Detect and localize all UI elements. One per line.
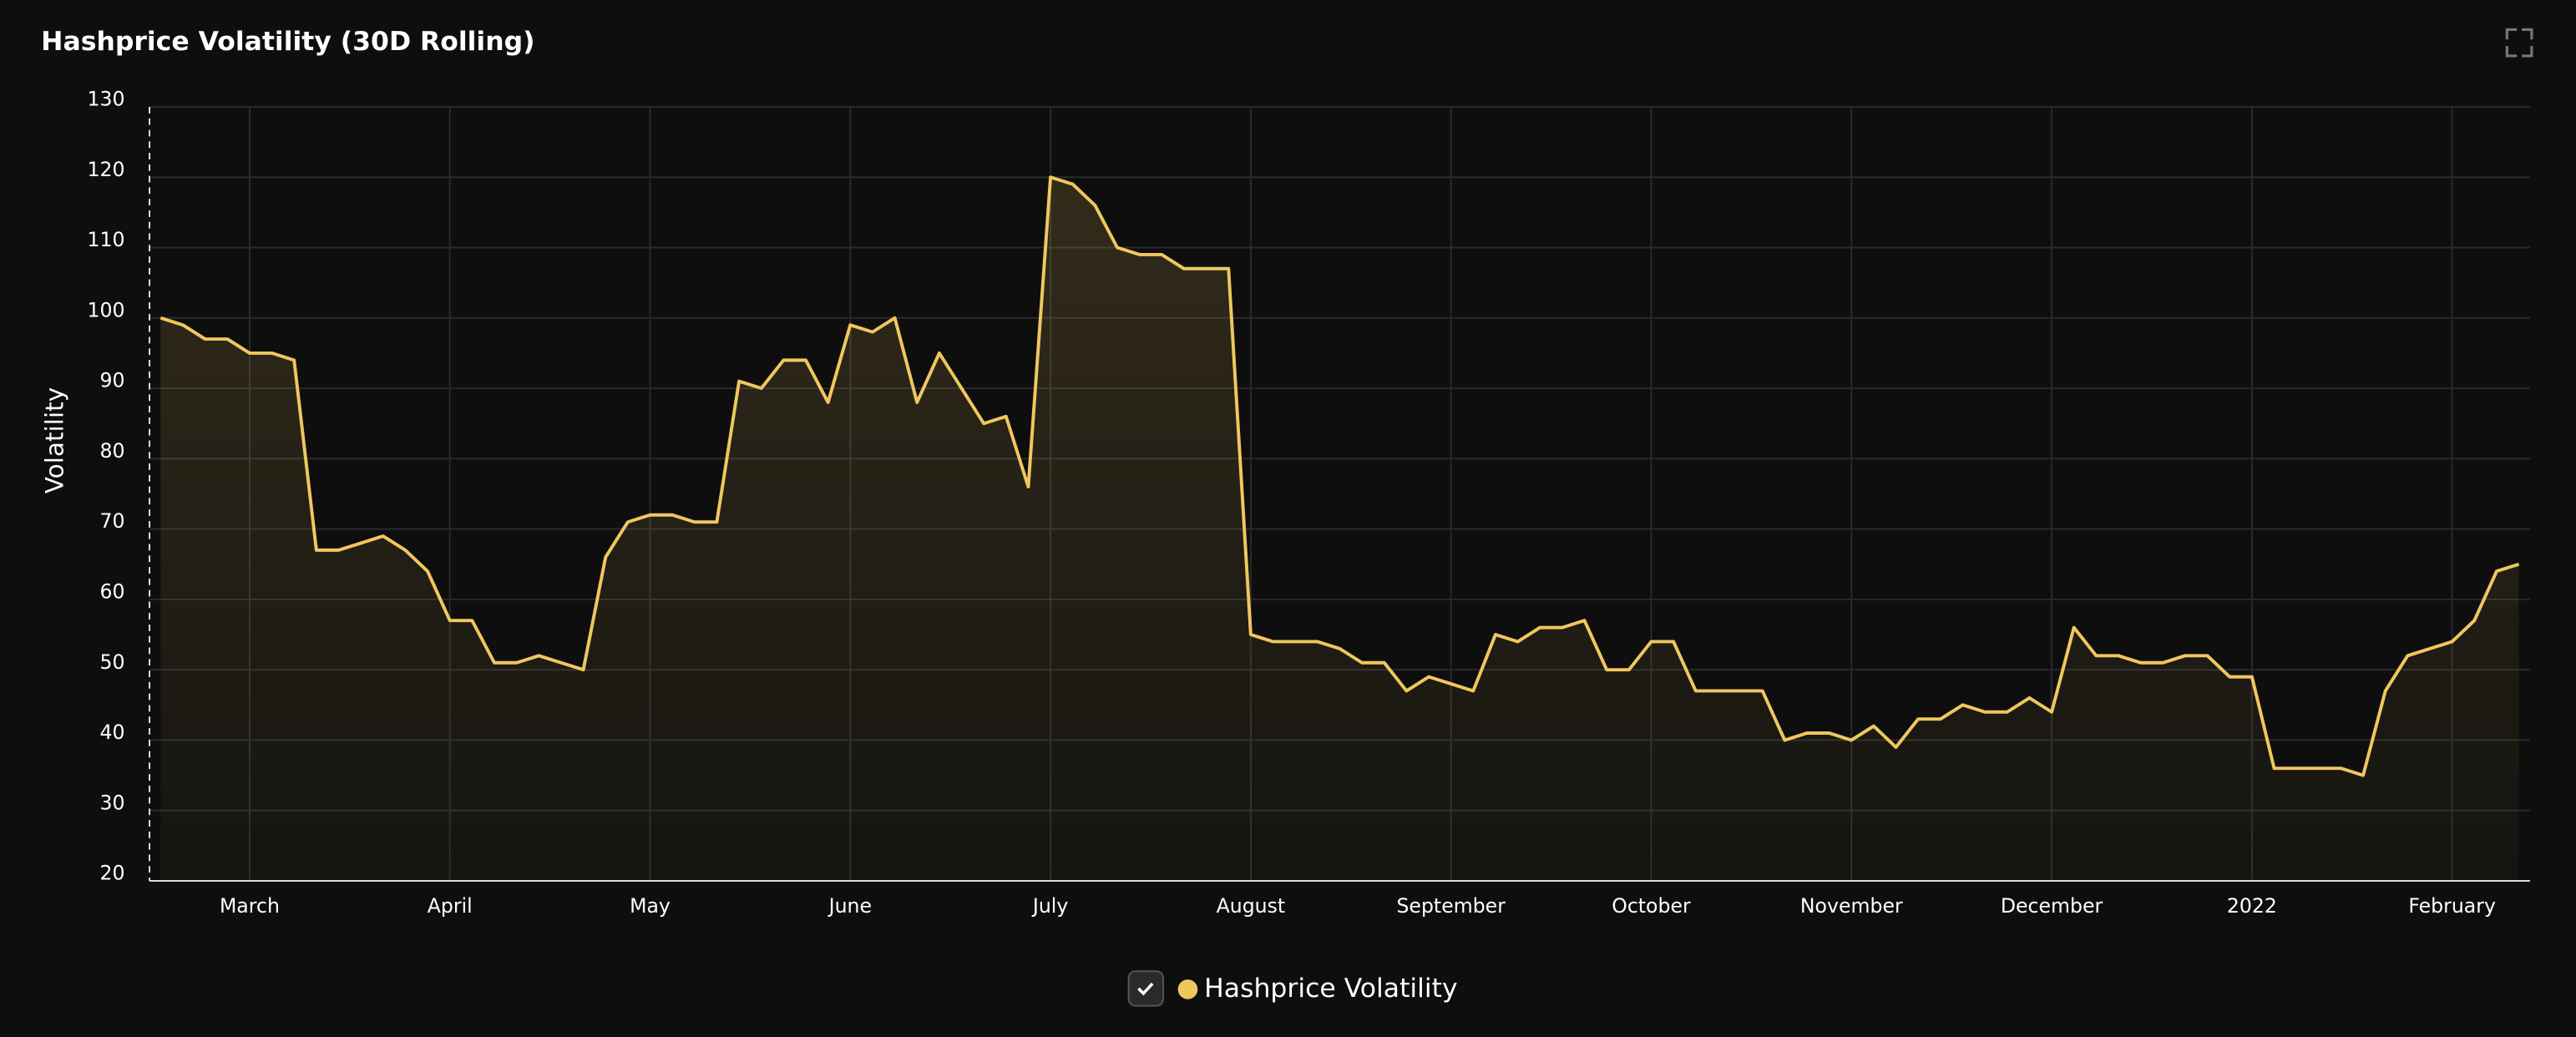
x-tick-label: June [827, 894, 872, 918]
y-tick-label: 110 [87, 228, 124, 251]
y-tick-label: 50 [99, 650, 124, 674]
x-tick-label: December [2001, 894, 2103, 918]
y-tick-label: 80 [99, 439, 124, 463]
y-tick-label: 130 [87, 88, 124, 111]
x-tick-label: 2022 [2227, 894, 2277, 918]
legend-checkbox[interactable] [1127, 970, 1164, 1007]
y-tick-label: 30 [99, 791, 124, 814]
legend-swatch [1177, 979, 1198, 999]
y-axis-label: Volatility [40, 387, 68, 493]
x-tick-label: August [1217, 894, 1286, 918]
check-mark [1137, 982, 1154, 996]
chart-title: Hashprice Volatility (30D Rolling) [41, 27, 534, 57]
x-tick-label: September [1396, 894, 1506, 918]
line [159, 175, 2520, 777]
y-tick-label: 100 [87, 298, 124, 321]
x-tick-label: November [1800, 894, 1903, 918]
y-tick-label: 70 [99, 509, 124, 533]
y-tick-label: 120 [87, 158, 124, 181]
y-tick-label: 60 [99, 580, 124, 604]
y-tick-label: 20 [99, 862, 124, 885]
fullscreen-icon[interactable] [2505, 28, 2533, 58]
x-tick-label: July [1031, 894, 1068, 918]
x-tick-label: March [220, 894, 280, 918]
y-tick-label: 40 [99, 721, 124, 744]
x-tick-label: May [630, 894, 671, 918]
legend-label[interactable]: Hashprice Volatility [1204, 974, 1457, 1004]
legend[interactable]: Hashprice Volatility [1127, 970, 1458, 1007]
x-tick-label: February [2408, 894, 2496, 918]
x-tick-label: April [428, 894, 473, 918]
area [160, 177, 2519, 882]
x-tick-label: October [1612, 894, 1691, 918]
y-tick-label: 90 [99, 369, 124, 392]
